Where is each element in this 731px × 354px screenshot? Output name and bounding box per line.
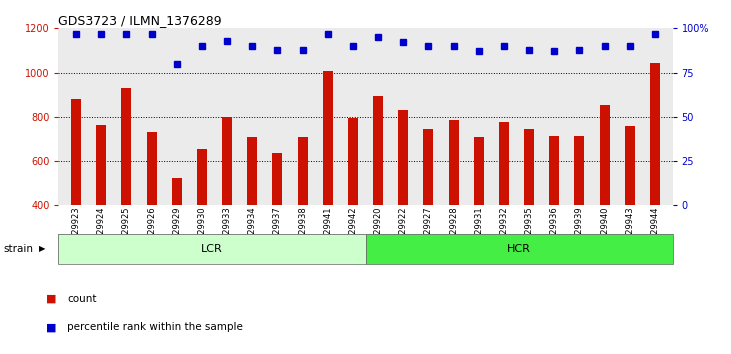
Bar [273,153,282,294]
Bar [197,149,207,294]
Bar [398,110,409,294]
Text: ■: ■ [46,294,56,304]
Text: count: count [67,294,96,304]
Bar [222,117,232,294]
Bar [650,63,660,294]
Bar [146,132,156,294]
Text: ■: ■ [46,322,56,332]
Bar [599,105,610,294]
Text: HCR: HCR [507,244,531,254]
Bar [625,126,635,294]
Text: strain: strain [4,244,34,254]
Bar [172,178,182,294]
Bar [71,99,81,294]
Bar [121,88,132,294]
Bar [499,122,509,294]
Bar [298,137,308,294]
Text: LCR: LCR [201,244,223,254]
Bar [449,120,458,294]
Bar [575,136,585,294]
Bar [423,129,433,294]
Text: ▶: ▶ [39,244,45,253]
Text: percentile rank within the sample: percentile rank within the sample [67,322,243,332]
Bar [474,137,484,294]
Bar [549,136,559,294]
Bar [373,96,383,294]
Bar [348,118,358,294]
Bar [322,72,333,294]
Text: GDS3723 / ILMN_1376289: GDS3723 / ILMN_1376289 [58,14,222,27]
Bar [96,125,106,294]
Bar [247,137,257,294]
Bar [524,129,534,294]
